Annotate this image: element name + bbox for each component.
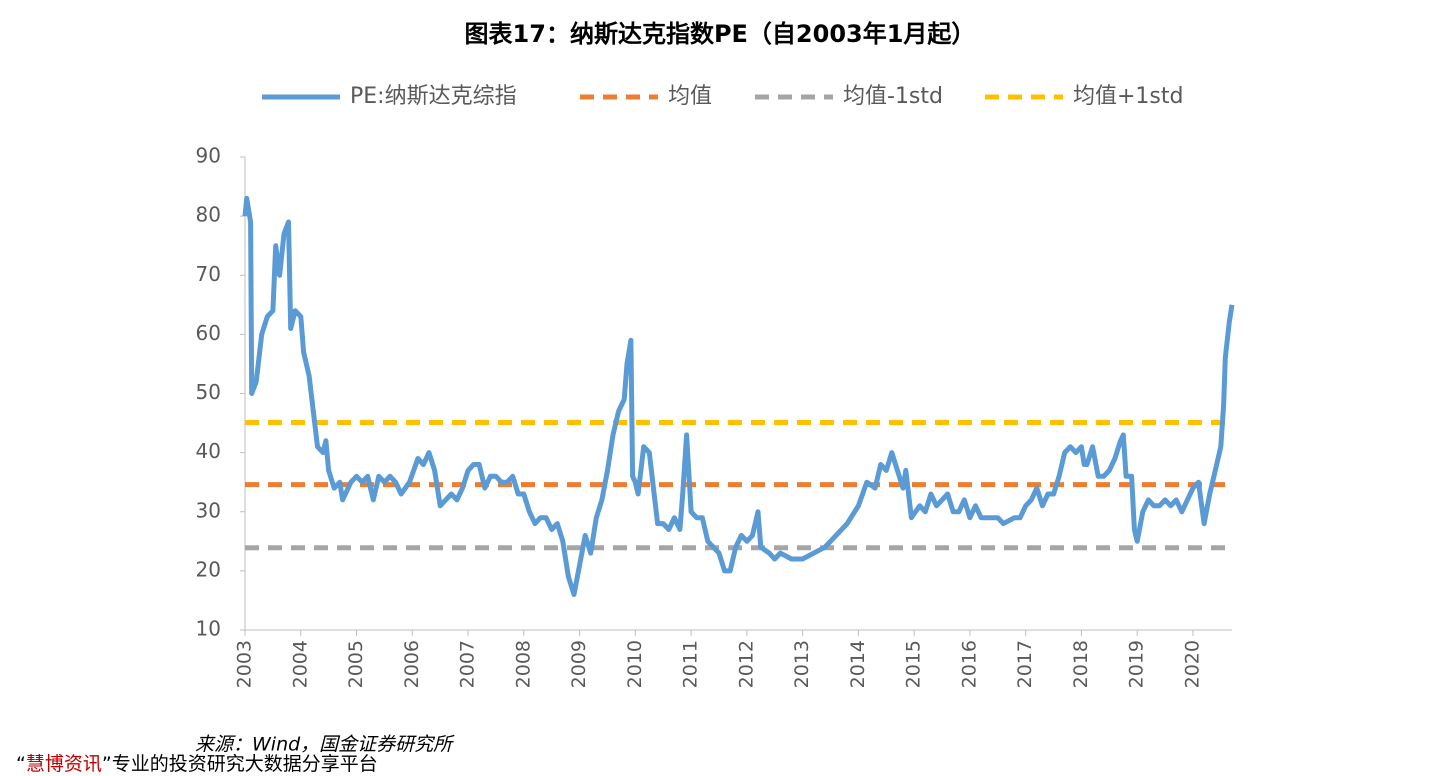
x-tick-label: 2017 bbox=[1014, 640, 1036, 688]
series-line bbox=[242, 195, 1235, 597]
y-tick-label: 80 bbox=[196, 203, 221, 227]
source-note: 来源：Wind，国金证券研究所 bbox=[195, 734, 455, 756]
watermark-brand: 慧博资讯 bbox=[26, 753, 102, 775]
y-tick-label: 50 bbox=[196, 380, 221, 404]
x-tick-label: 2013 bbox=[791, 640, 813, 688]
legend-label: PE:纳斯达克综指 bbox=[350, 84, 517, 109]
y-tick-label: 30 bbox=[196, 498, 221, 522]
legend-label: 均值-1std bbox=[843, 84, 943, 109]
x-tick-label: 2006 bbox=[401, 640, 423, 688]
x-tick-label: 2016 bbox=[958, 640, 980, 688]
watermark-text: ”专业的投资研究大数据分享平台 bbox=[102, 753, 378, 775]
x-tick-label: 2005 bbox=[345, 640, 367, 688]
y-tick-label: 70 bbox=[196, 262, 221, 286]
x-tick-label: 2008 bbox=[512, 640, 534, 688]
x-tick-label: 2015 bbox=[903, 640, 925, 688]
watermark: “慧博资讯”专业的投资研究大数据分享平台 bbox=[16, 753, 378, 775]
legend-label: 均值 bbox=[668, 84, 712, 109]
x-tick-label: 2018 bbox=[1070, 640, 1092, 688]
y-tick-label: 10 bbox=[196, 617, 221, 641]
x-tick-label: 2011 bbox=[680, 640, 702, 688]
x-tick-label: 2019 bbox=[1126, 640, 1148, 688]
watermark-quote: “ bbox=[16, 753, 26, 775]
x-tick-label: 2004 bbox=[289, 640, 311, 688]
y-tick-label: 20 bbox=[196, 557, 221, 581]
x-tick-label: 2010 bbox=[624, 640, 646, 688]
chart-title: 图表17：纳斯达克指数PE（自2003年1月起） bbox=[465, 20, 976, 48]
x-tick-label: 2020 bbox=[1181, 640, 1203, 688]
y-tick-label: 60 bbox=[196, 321, 221, 345]
x-tick-label: 2014 bbox=[847, 640, 869, 688]
x-tick-label: 2009 bbox=[568, 640, 590, 688]
y-tick-label: 90 bbox=[196, 144, 221, 168]
legend-label: 均值+1std bbox=[1073, 84, 1183, 109]
x-tick-label: 2007 bbox=[457, 640, 479, 688]
y-tick-label: 40 bbox=[196, 439, 221, 463]
x-tick-label: 2012 bbox=[735, 640, 757, 688]
x-tick-label: 2003 bbox=[234, 640, 256, 688]
